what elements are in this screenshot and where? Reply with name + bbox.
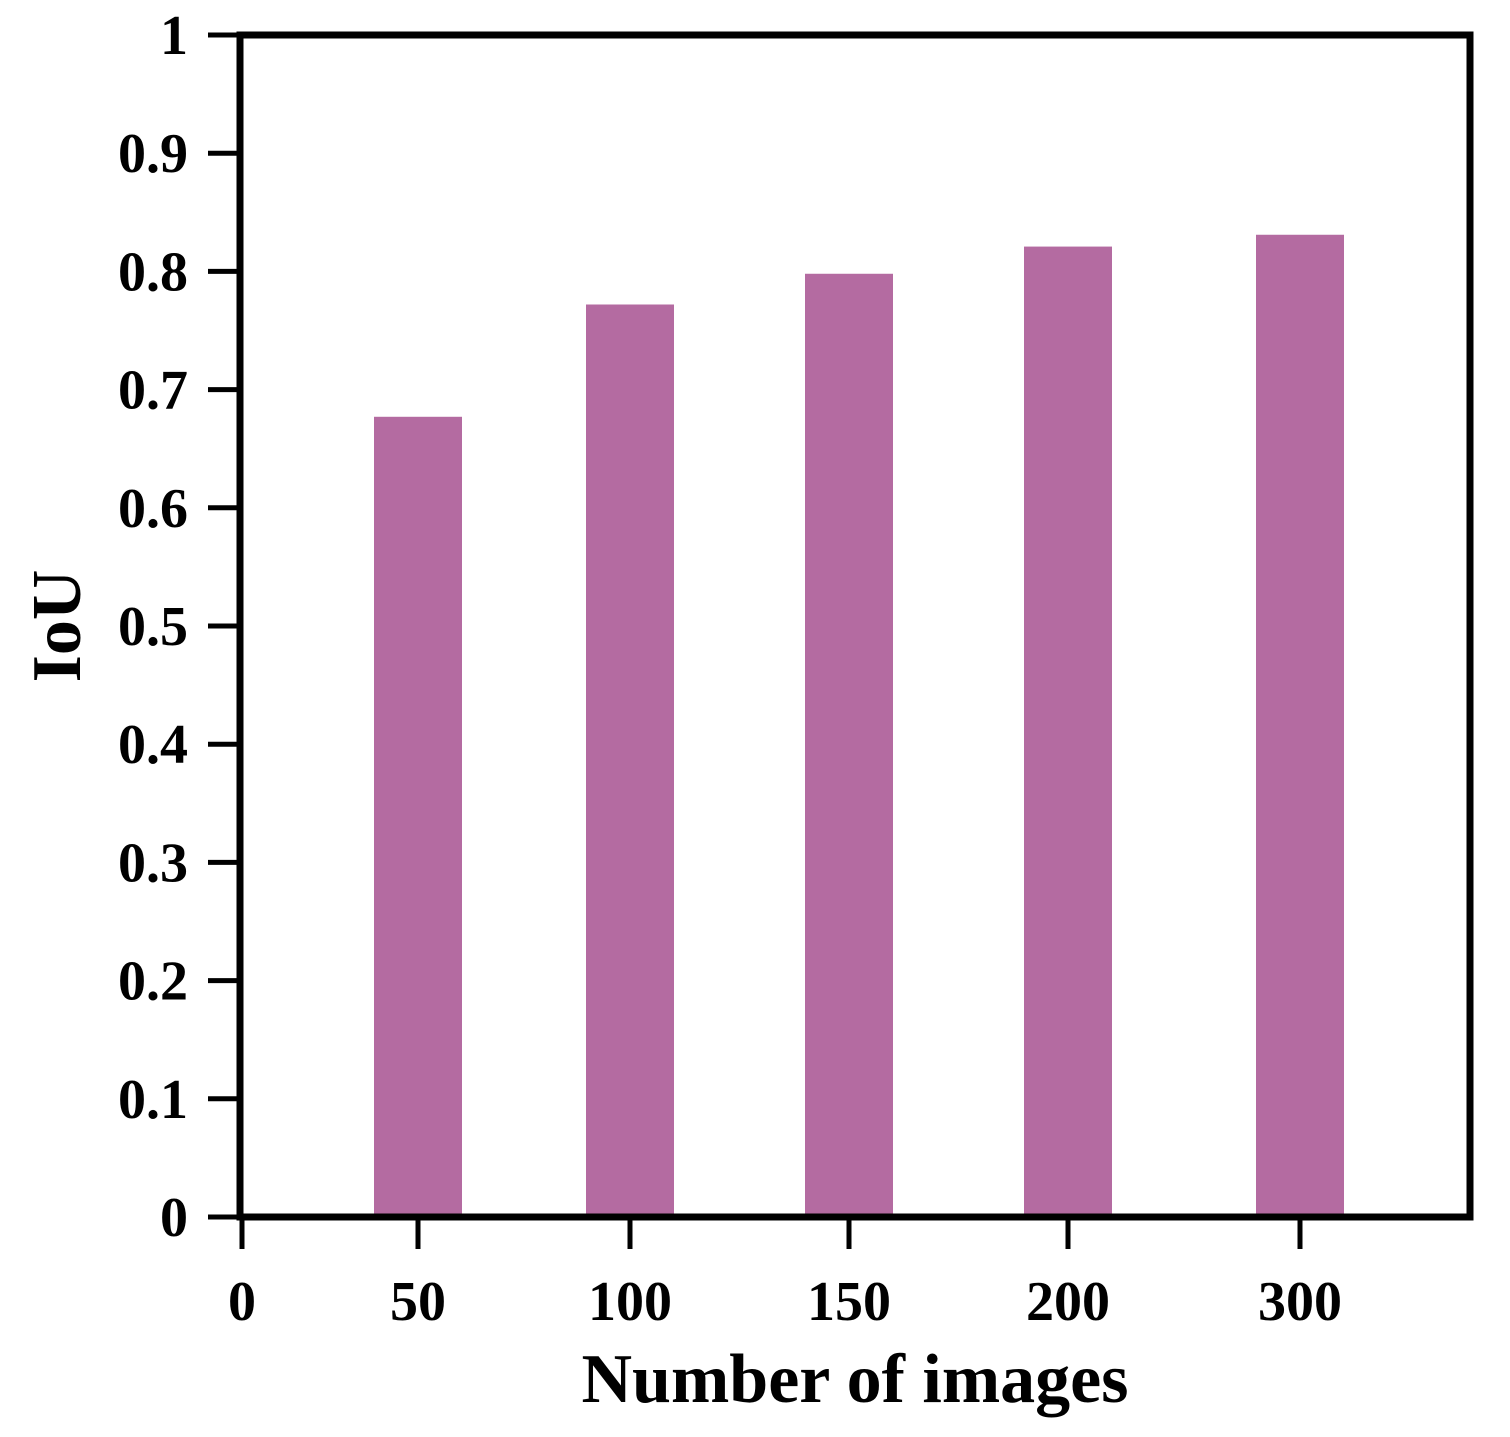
- y-tick-label: 0.5: [118, 596, 188, 658]
- y-tick-label: 0.9: [118, 123, 188, 185]
- y-tick-label: 0.4: [118, 714, 188, 776]
- bars: [374, 234, 1344, 1218]
- x-tick-label: 200: [1026, 1271, 1110, 1333]
- plot-frame: [236, 31, 1474, 1221]
- bar-300: [1256, 234, 1344, 1217]
- x-axis-ticks: 0 50 100 150 200 300: [228, 1217, 1342, 1333]
- y-tick-label: 0.6: [118, 478, 188, 540]
- x-tick-label: 0: [228, 1271, 256, 1333]
- y-axis-title: IoU: [19, 570, 96, 683]
- y-tick-label: 0.7: [118, 360, 188, 422]
- bar-50: [374, 416, 462, 1217]
- x-tick-label: 100: [588, 1271, 672, 1333]
- x-axis-title: Number of images: [582, 1341, 1129, 1418]
- x-tick-label: 300: [1258, 1271, 1342, 1333]
- y-tick-label: 0.3: [118, 832, 188, 894]
- y-tick-label: 0.1: [118, 1069, 188, 1131]
- bar-200: [1024, 246, 1112, 1217]
- y-tick-label: 1: [160, 5, 188, 67]
- bar-100: [586, 304, 674, 1218]
- x-tick-label: 150: [807, 1271, 891, 1333]
- y-tick-label: 0.8: [118, 241, 188, 303]
- y-tick-label: 0: [160, 1187, 188, 1249]
- x-tick-label: 50: [390, 1271, 446, 1333]
- bar-150: [805, 273, 893, 1217]
- y-tick-label: 0.2: [118, 951, 188, 1013]
- y-axis-ticks: 0 0.1 0.2 0.3 0.4 0.5 0.6 0.7 0.8 0.9 1: [118, 5, 240, 1249]
